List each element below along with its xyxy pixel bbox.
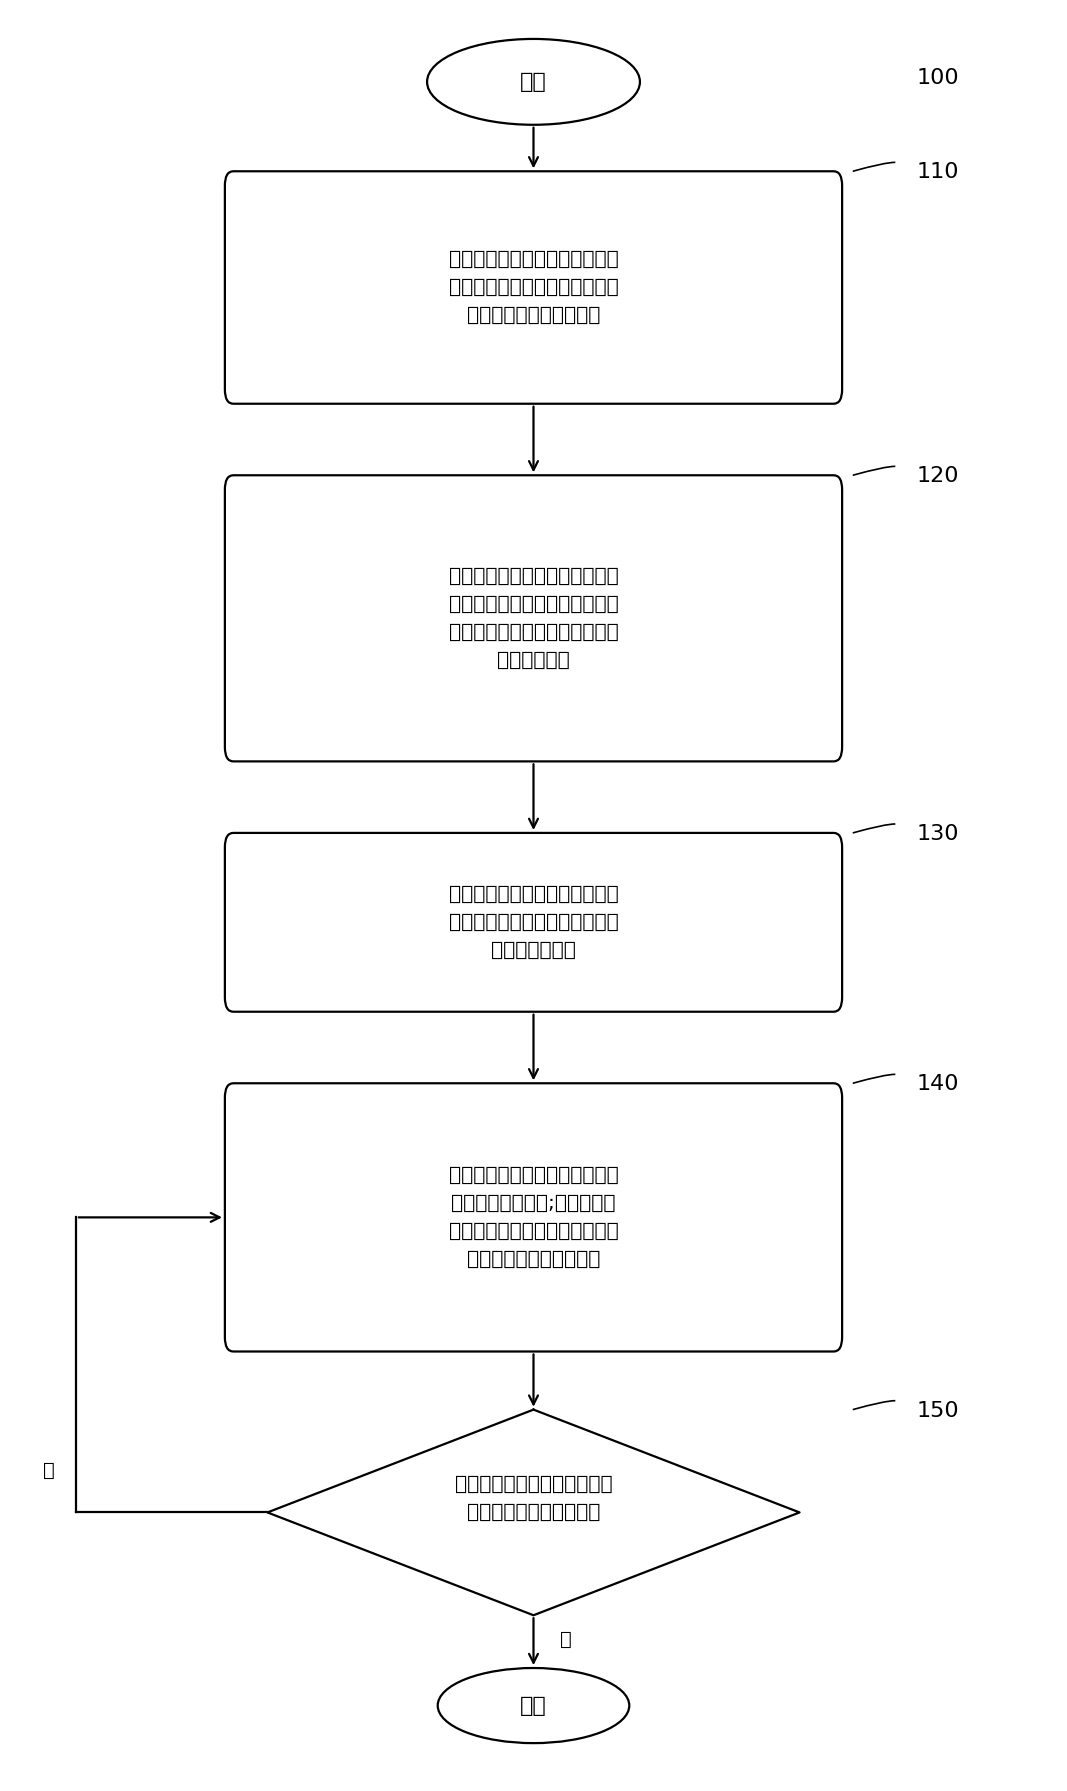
Text: 找出单轴规划中时间最长的轴，
并以最长时间为基准时间对其它
轴进行同步规划: 找出单轴规划中时间最长的轴， 并以最长时间为基准时间对其它 轴进行同步规划 <box>448 885 619 960</box>
Text: 是: 是 <box>43 1461 54 1479</box>
FancyBboxPatch shape <box>225 1084 842 1352</box>
Text: 否: 否 <box>559 1630 571 1648</box>
Text: 若其它轴中的某轴同步失败，对
该轴进行重新规划;若某轴同步
成功，时间最长的轴使用单轴规
划，其它轴使用同步规划: 若其它轴中的某轴同步失败，对 该轴进行重新规划;若某轴同步 成功，时间最长的轴使… <box>448 1166 619 1268</box>
Ellipse shape <box>437 1667 630 1743</box>
Text: 根据各坐标轴的初、末速度和位
移对各坐标轴进行单轴规划，计
算各坐标轴满足初、末速度和位
移所需的时间: 根据各坐标轴的初、末速度和位 移对各坐标轴进行单轴规划，计 算各坐标轴满足初、末… <box>448 566 619 670</box>
FancyBboxPatch shape <box>225 833 842 1012</box>
Text: 150: 150 <box>917 1401 959 1420</box>
Text: 120: 120 <box>917 466 959 487</box>
Text: 在对其它轴重新进行同步的过
程中，是否有轴同步失败: 在对其它轴重新进行同步的过 程中，是否有轴同步失败 <box>455 1474 612 1522</box>
Text: 140: 140 <box>917 1075 959 1094</box>
FancyBboxPatch shape <box>225 172 842 403</box>
Text: 结束: 结束 <box>520 1696 547 1716</box>
Text: 100: 100 <box>917 68 959 88</box>
Text: 110: 110 <box>917 163 959 183</box>
Polygon shape <box>268 1410 799 1615</box>
Text: 开始: 开始 <box>520 72 547 91</box>
FancyBboxPatch shape <box>225 475 842 761</box>
Ellipse shape <box>427 39 640 125</box>
Text: 130: 130 <box>917 824 959 844</box>
Text: 设置空间两点的坐标及两点处的
速度大小和方向，求各坐标轴的
初速度、末速度以及位移: 设置空间两点的坐标及两点处的 速度大小和方向，求各坐标轴的 初速度、末速度以及位… <box>448 251 619 324</box>
